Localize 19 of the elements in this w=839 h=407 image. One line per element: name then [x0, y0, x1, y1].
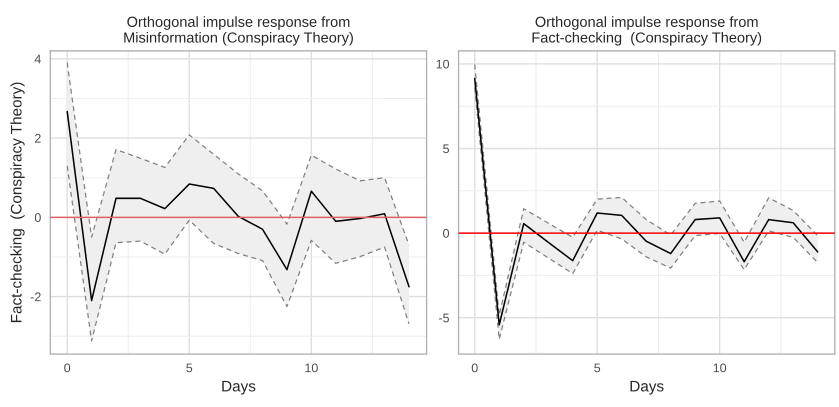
x-axis-title: Days: [222, 380, 256, 395]
chart-title: Orthogonal impulse response from Misinformation (Conspiracy Theory): [124, 16, 353, 46]
y-tick-label: 10: [436, 60, 450, 69]
y-tick-label: -5: [438, 314, 450, 322]
y-tick-label: 4: [34, 54, 41, 64]
y-tick-label: 5: [443, 144, 450, 154]
x-tick-label: 5: [186, 364, 192, 372]
x-tick-label: 10: [714, 363, 726, 372]
y-tick-label: 0: [443, 228, 450, 238]
x-tick-label: 0: [472, 363, 478, 372]
y-tick-label: -2: [30, 292, 41, 302]
x-tick-label: 10: [305, 363, 318, 372]
x-tick-label: 5: [594, 364, 600, 372]
chart-title: Orthogonal impulse response from Fact-checking (Conspiracy Theory): [532, 16, 762, 46]
x-axis-title: Days: [630, 380, 664, 395]
x-tick-label: 0: [64, 363, 70, 372]
y-axis-title: Fact-checking (Conspiracy Theory): [10, 82, 25, 322]
y-tick-label: 0: [34, 213, 41, 222]
y-tick-label: 2: [34, 134, 41, 143]
